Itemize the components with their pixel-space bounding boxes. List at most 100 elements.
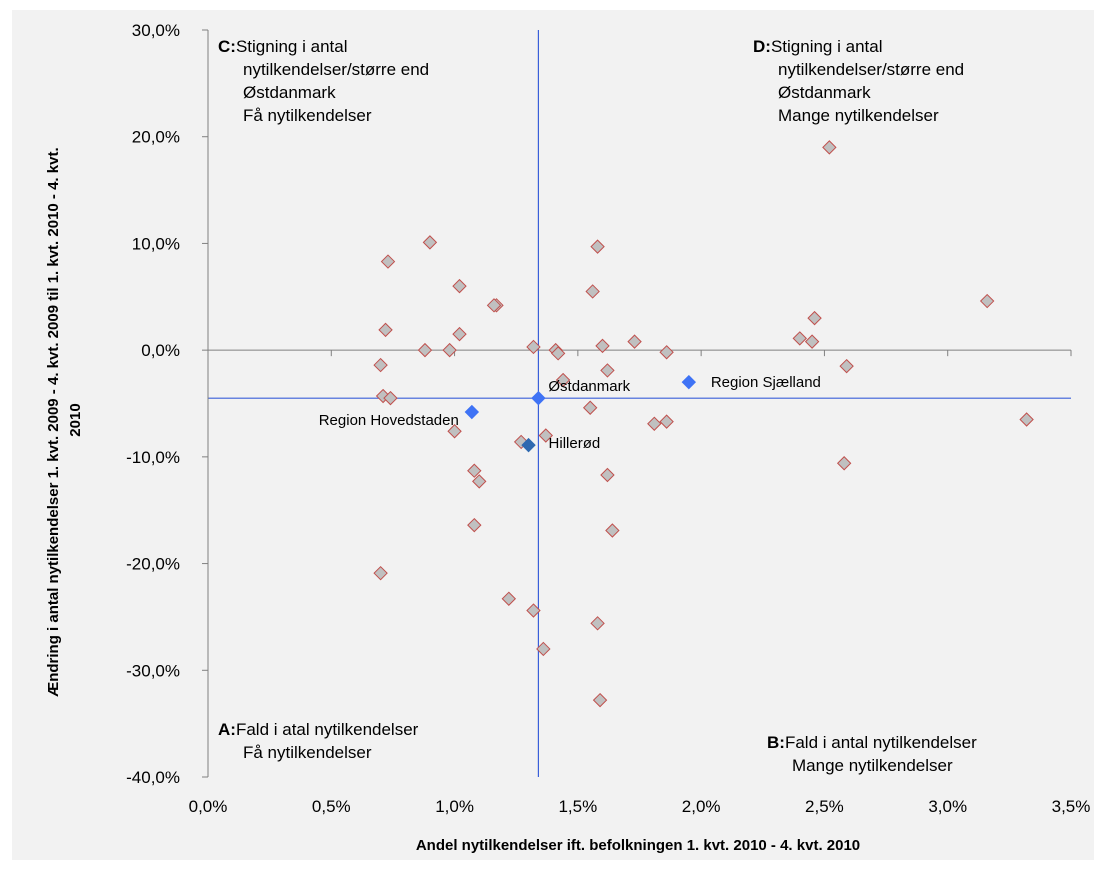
data-point [647, 416, 662, 431]
x-axis-title: Andel nytilkendelser ift. befolkningen 1… [416, 837, 860, 854]
y-tick-label: -10,0% [126, 448, 180, 467]
data-point [585, 284, 600, 299]
quadrant-text: Stigning i antal [236, 37, 348, 56]
data-point [442, 342, 457, 358]
labeled-point-marker [531, 390, 546, 406]
quadrant-letter: A: [218, 720, 236, 739]
data-point [467, 463, 482, 478]
y-tick-label: 30,0% [132, 21, 180, 40]
data-point [600, 467, 615, 483]
data-point [378, 322, 393, 338]
y-tick-label: 0,0% [141, 341, 180, 360]
data-point [592, 692, 608, 708]
quadrant-line: C:Stigning i antal [218, 37, 347, 56]
data-point [373, 357, 388, 373]
data-point [659, 414, 674, 429]
x-tick-labels: 0,0% 0,5% 1,0% 1,5% 2,0% 2,5% 3,0% 3,5% [189, 797, 1091, 816]
data-point [452, 326, 467, 342]
quadrant-line: nytilkendelser/større end [778, 60, 964, 79]
x-tick-label: 0,5% [312, 797, 351, 816]
quadrant-letter: C: [218, 37, 236, 56]
y-tick-label: 10,0% [132, 234, 180, 253]
data-point [375, 388, 391, 404]
data-point [536, 641, 551, 657]
y-tick-label: -20,0% [126, 555, 180, 574]
data-point [486, 298, 502, 313]
quadrant-line: A:Fald i atal nytilkendelser [218, 720, 419, 739]
x-tick-label: 2,0% [682, 797, 721, 816]
quadrant-line: D:Stigning i antal [753, 37, 882, 56]
x-tick-label: 1,0% [435, 797, 474, 816]
data-point [526, 339, 541, 355]
y-tick-label: -30,0% [126, 661, 180, 680]
data-point [501, 591, 517, 606]
y-axis-title: Ændring i antal nytilkendelser 1. kvt. 2… [45, 143, 84, 697]
labeled-point-label: Region Sjælland [711, 374, 821, 391]
quadrant-label-d: D:Stigning i antal nytilkendelser/større … [753, 37, 964, 125]
data-point [538, 428, 554, 443]
data-point [600, 363, 615, 378]
quadrant-line: nytilkendelser/større end [243, 60, 429, 79]
labeled-point-marker [681, 374, 697, 390]
data-point [467, 517, 482, 533]
labeled-point-marker [464, 404, 480, 420]
quadrant-text: Stigning i antal [771, 37, 883, 56]
labeled-point-label: Hillerød [549, 435, 601, 452]
quadrant-line: Få nytilkendelser [243, 743, 372, 762]
data-point [452, 278, 467, 294]
data-point [582, 400, 598, 415]
x-tick-label: 0,0% [189, 797, 228, 816]
data-point [526, 603, 541, 618]
data-point [836, 456, 852, 471]
data-points [373, 140, 1034, 708]
quadrant-labels: C:Stigning i antalnytilkendelser/større … [218, 37, 977, 775]
data-point [417, 342, 433, 358]
quadrant-line: Mange nytilkendelser [792, 756, 953, 775]
data-point [627, 334, 642, 349]
data-point [979, 293, 995, 309]
quadrant-line: Få nytilkendelser [243, 106, 372, 125]
data-point [839, 358, 854, 374]
data-point [804, 334, 820, 349]
x-tick-label: 2,5% [805, 797, 844, 816]
data-point [659, 345, 674, 360]
reference-lines [208, 30, 1071, 777]
y-tick-label: -40,0% [126, 768, 180, 787]
data-point [550, 346, 566, 361]
data-point [422, 235, 438, 250]
data-point [590, 616, 605, 631]
x-tick-label: 3,5% [1052, 797, 1091, 816]
quadrant-label-a: A:Fald i atal nytilkendelser Få nytilkend… [218, 720, 419, 762]
quadrant-line: Østdanmark [243, 83, 336, 102]
y-tick-label: 20,0% [132, 128, 180, 147]
data-point [807, 310, 822, 326]
quadrant-line: Mange nytilkendelser [778, 106, 939, 125]
labeled-point-marker [521, 437, 536, 453]
y-tick-labels: 30,0% 20,0% 10,0% 0,0% -10,0% -20,0% -30,0% -40… [126, 21, 180, 787]
quadrant-letter: D: [753, 37, 771, 56]
data-point [792, 331, 807, 346]
data-point [383, 390, 398, 406]
labeled-point-label: Østdanmark [548, 378, 630, 395]
data-point [822, 140, 837, 155]
data-point [380, 254, 396, 269]
data-point [590, 239, 605, 254]
quadrant-label-b: B:Fald i antal nytilkendelser Mange nytil… [767, 733, 977, 775]
data-point [1019, 412, 1034, 427]
labeled-point-label: Region Hovedstaden [319, 412, 459, 429]
quadrant-text: Fald i antal nytilkendelser [785, 733, 977, 752]
quadrant-letter: B: [767, 733, 785, 752]
data-point [373, 565, 388, 581]
data-point [555, 372, 571, 388]
quadrant-text: Fald i atal nytilkendelser [236, 720, 419, 739]
data-point [447, 424, 462, 439]
data-point [513, 434, 529, 450]
data-point [605, 523, 620, 538]
labeled-points: Østdanmark Region Sjælland Region Hovedsta… [319, 374, 821, 453]
data-point [595, 338, 610, 354]
x-tick-label: 1,5% [558, 797, 597, 816]
x-tick-label: 3,0% [928, 797, 967, 816]
chart-frame [12, 10, 1094, 860]
